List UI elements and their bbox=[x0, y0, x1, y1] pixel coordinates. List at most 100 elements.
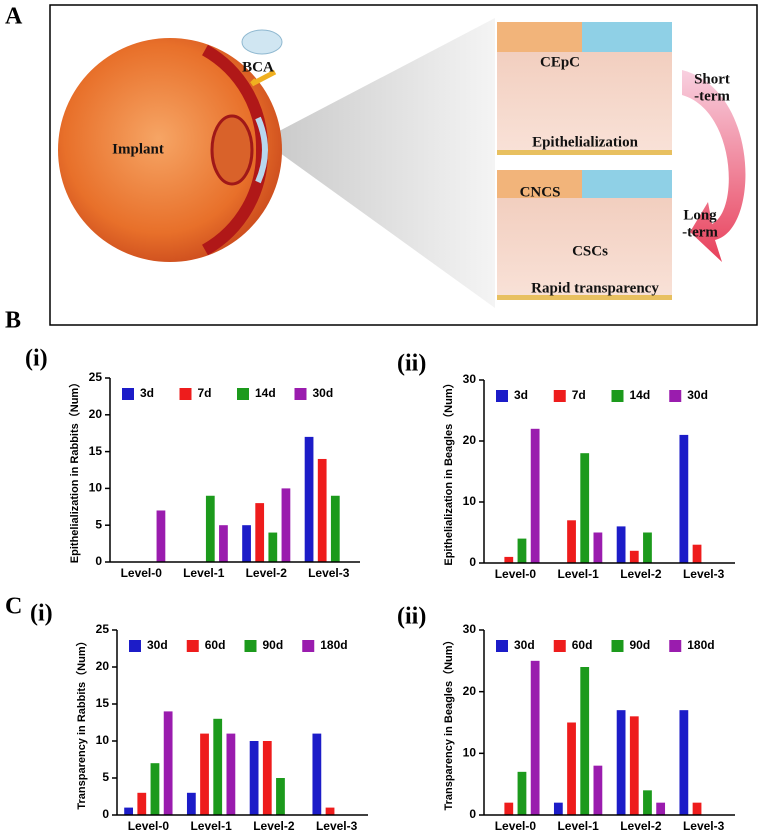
legend-label: 90d bbox=[263, 638, 284, 652]
y-axis-label: Epithelialization in Rabbits（Num） bbox=[68, 377, 81, 563]
bar bbox=[629, 550, 639, 563]
bar bbox=[643, 790, 652, 815]
bar bbox=[213, 718, 223, 815]
legend-label: 180d bbox=[687, 638, 714, 652]
bar bbox=[629, 716, 639, 815]
legend-label: 3d bbox=[140, 386, 154, 400]
bar bbox=[504, 802, 514, 815]
legend-swatch bbox=[244, 640, 257, 652]
x-tick-label: Level-0 bbox=[495, 567, 537, 581]
y-tick-label: 15 bbox=[96, 696, 110, 710]
scaffold bbox=[582, 22, 672, 52]
y-tick-label: 5 bbox=[102, 770, 109, 784]
legend-label: 7d bbox=[572, 388, 586, 402]
x-tick-label: Level-0 bbox=[121, 566, 163, 580]
x-tick-label: Level-3 bbox=[683, 567, 725, 581]
bar bbox=[312, 733, 322, 815]
panel-label: (i) bbox=[25, 346, 48, 372]
bar bbox=[124, 807, 134, 815]
bar bbox=[679, 434, 689, 563]
x-tick-label: Level-2 bbox=[246, 566, 288, 580]
bar bbox=[593, 532, 603, 563]
membrane bbox=[497, 295, 672, 300]
bar bbox=[330, 495, 340, 562]
y-tick-label: 0 bbox=[102, 807, 109, 821]
legend-swatch bbox=[611, 640, 624, 652]
y-tick-label: 10 bbox=[463, 494, 477, 508]
legend-label: 180d bbox=[320, 638, 347, 652]
legend-swatch bbox=[302, 640, 315, 652]
y-tick-label: 20 bbox=[89, 407, 103, 421]
bar bbox=[249, 741, 259, 815]
scaffold bbox=[582, 170, 672, 198]
x-tick-label: Level-0 bbox=[495, 819, 537, 833]
legend-label: 90d bbox=[630, 638, 651, 652]
label: CSCs bbox=[572, 243, 608, 259]
bar bbox=[200, 733, 209, 815]
time-arrow bbox=[682, 70, 746, 262]
bar bbox=[567, 520, 576, 563]
legend-label: 30d bbox=[313, 386, 334, 400]
bar bbox=[553, 802, 563, 815]
bar bbox=[504, 556, 514, 563]
eye bbox=[58, 38, 282, 262]
bar bbox=[692, 544, 702, 563]
bar bbox=[163, 711, 173, 815]
bar bbox=[517, 771, 527, 815]
x-tick-label: Level-1 bbox=[183, 566, 225, 580]
bar bbox=[679, 710, 689, 815]
bar bbox=[242, 525, 251, 562]
legend-swatch bbox=[179, 388, 192, 400]
y-tick-label: 25 bbox=[89, 370, 103, 384]
label: CEpC bbox=[540, 54, 580, 70]
bar bbox=[530, 428, 540, 563]
legend-swatch bbox=[553, 640, 566, 652]
bar bbox=[226, 733, 236, 815]
legend-label: 14d bbox=[255, 386, 276, 400]
bar bbox=[304, 436, 314, 562]
legend-label: 7d bbox=[198, 386, 212, 400]
y-tick-label: 5 bbox=[95, 517, 102, 531]
bar bbox=[530, 660, 540, 815]
bar bbox=[325, 807, 335, 815]
bar bbox=[276, 778, 285, 815]
bar bbox=[262, 741, 272, 815]
panel-label: (ii) bbox=[397, 351, 426, 377]
y-tick-label: 20 bbox=[463, 684, 477, 698]
legend-swatch bbox=[669, 390, 682, 402]
y-tick-label: 10 bbox=[96, 733, 110, 747]
label: BCA bbox=[242, 59, 274, 75]
y-axis-label: Transparency in Beagles（Num） bbox=[442, 634, 455, 810]
bar bbox=[219, 525, 228, 562]
bar bbox=[656, 802, 666, 815]
legend-label: 3d bbox=[514, 388, 528, 402]
bar bbox=[616, 526, 626, 563]
x-tick-label: Level-1 bbox=[557, 819, 599, 833]
epithelium bbox=[497, 170, 582, 198]
label: -term bbox=[682, 224, 718, 240]
label: Implant bbox=[112, 141, 164, 157]
y-tick-label: 30 bbox=[463, 372, 477, 386]
legend-label: 60d bbox=[572, 638, 593, 652]
x-tick-label: Level-2 bbox=[620, 819, 662, 833]
y-tick-label: 20 bbox=[463, 433, 477, 447]
panel-label: (i) bbox=[30, 601, 53, 627]
x-tick-label: Level-2 bbox=[620, 567, 662, 581]
bar bbox=[156, 510, 166, 562]
cone bbox=[262, 18, 495, 308]
panel-label: B bbox=[5, 308, 21, 334]
bar bbox=[317, 458, 327, 562]
legend-swatch bbox=[237, 388, 249, 400]
legend-swatch bbox=[294, 388, 307, 400]
y-tick-label: 10 bbox=[89, 481, 103, 495]
label: CNCS bbox=[520, 184, 561, 200]
bar bbox=[580, 667, 590, 815]
x-tick-label: Level-3 bbox=[316, 819, 358, 833]
bar bbox=[137, 792, 147, 815]
bar bbox=[567, 722, 576, 815]
legend-swatch bbox=[611, 390, 624, 402]
y-tick-label: 15 bbox=[89, 444, 103, 458]
legend-swatch bbox=[669, 640, 682, 652]
x-tick-label: Level-1 bbox=[190, 819, 232, 833]
